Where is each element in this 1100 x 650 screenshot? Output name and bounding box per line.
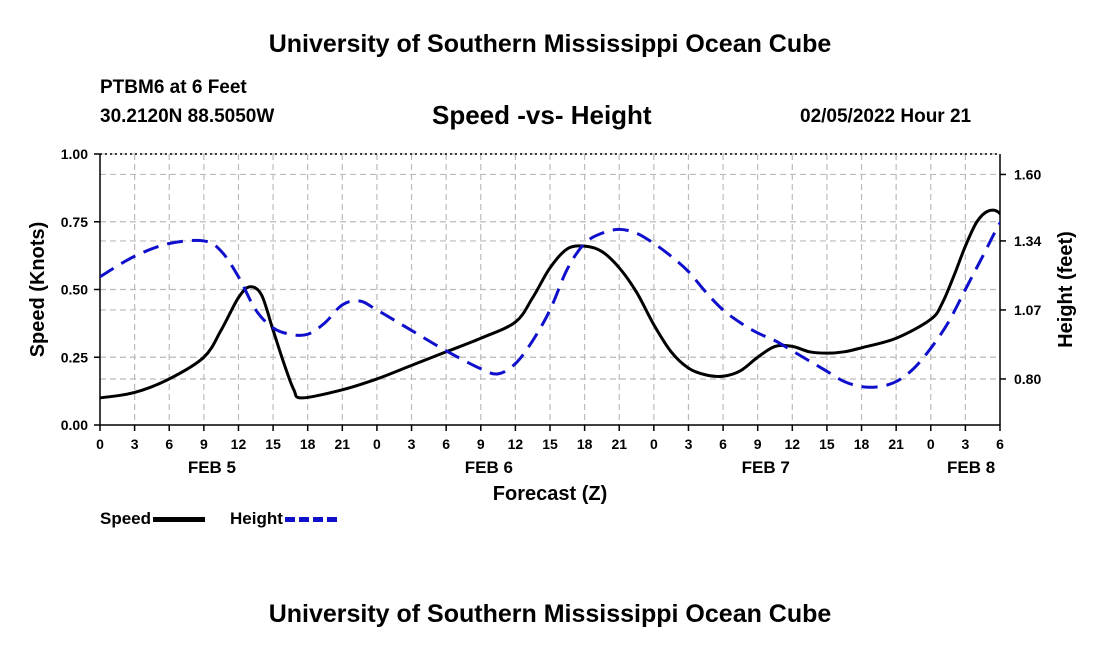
y-left-axis-title: Speed (Knots) [27, 222, 49, 358]
station-label: PTBM6 at 6 Feet [100, 77, 247, 98]
legend-speed: Speed [100, 509, 206, 529]
x-tick-label: 15 [542, 436, 558, 452]
x-tick-label: 6 [442, 436, 450, 452]
x-tick-label: 12 [508, 436, 524, 452]
x-tick-label: 6 [165, 436, 173, 452]
x-tick-label: 9 [754, 436, 762, 452]
legend-height: Height [230, 509, 337, 529]
x-tick-label: 9 [200, 436, 208, 452]
x-tick-label: 18 [854, 436, 870, 452]
forecast-datetime: 02/05/2022 Hour 21 [800, 106, 972, 127]
x-tick-label: 21 [888, 436, 904, 452]
y-left-tick-label: 0.50 [61, 282, 88, 298]
legend-speed-label: Speed [100, 509, 152, 528]
x-tick-label: 9 [477, 436, 485, 452]
y-left-tick-label: 0.25 [61, 349, 88, 365]
x-tick-label: 3 [961, 436, 969, 452]
y-right-axis-title: Height (feet) [1055, 231, 1077, 348]
legend-height-label: Height [230, 509, 283, 528]
y-right-tick-label: 1.34 [1014, 233, 1041, 249]
series-speed-line [100, 208, 1000, 400]
y-left-tick-label: 0.75 [61, 214, 88, 230]
legend-speed-swatch [153, 516, 206, 522]
y-left-tick-label: 1.00 [61, 146, 88, 162]
y-right-tick-label: 0.80 [1014, 371, 1041, 387]
x-tick-label: 18 [577, 436, 593, 452]
y-right-tick-label: 1.60 [1014, 166, 1041, 182]
x-tick-label: 0 [650, 436, 658, 452]
x-tick-label: 15 [265, 436, 281, 452]
x-tick-label: 15 [819, 436, 835, 452]
series-height-line [100, 220, 1000, 389]
x-day-label: FEB 5 [188, 458, 236, 477]
x-tick-label: 0 [927, 436, 935, 452]
coordinates-label: 30.2120N 88.5050W [100, 106, 275, 127]
x-day-label: FEB 7 [742, 458, 790, 477]
footer-title: University of Southern Mississippi Ocean… [268, 600, 832, 628]
x-tick-label: 3 [685, 436, 693, 452]
y-left-tick-label: 0.00 [61, 417, 88, 433]
x-tick-label: 0 [373, 436, 381, 452]
chart-subtitle: Speed -vs- Height [432, 100, 652, 130]
chart-title: University of Southern Mississippi Ocean… [268, 30, 832, 58]
speed-height-chart: 0.00 0.25 0.50 0.75 1.00 0.80 1.07 1.34 1.60 0 3 6 9… [27, 146, 1077, 505]
x-tick-label: 0 [96, 436, 104, 452]
x-tick-label: 12 [785, 436, 801, 452]
x-day-label: FEB 8 [947, 458, 995, 477]
x-tick-label: 18 [300, 436, 316, 452]
x-day-label: FEB 6 [465, 458, 513, 477]
x-axis-title: Forecast (Z) [493, 483, 607, 505]
x-tick-label: 12 [231, 436, 247, 452]
x-tick-label: 21 [611, 436, 627, 452]
x-tick-label: 3 [408, 436, 416, 452]
legend-height-swatch [284, 516, 337, 522]
x-tick-label: 21 [335, 436, 351, 452]
x-tick-label: 6 [719, 436, 727, 452]
x-tick-label: 6 [996, 436, 1004, 452]
x-tick-label: 3 [131, 436, 139, 452]
y-right-tick-label: 1.07 [1014, 302, 1041, 318]
